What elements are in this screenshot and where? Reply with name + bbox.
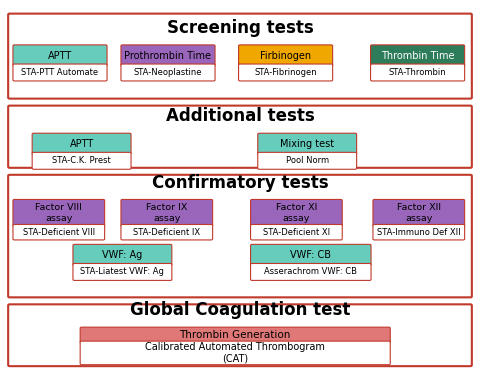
Text: Factor VIII
assay: Factor VIII assay [36,204,82,223]
FancyBboxPatch shape [251,244,371,266]
Text: Prothrombin Time: Prothrombin Time [124,50,212,61]
Text: STA-Neoplastine: STA-Neoplastine [134,68,202,77]
FancyBboxPatch shape [13,224,105,240]
FancyBboxPatch shape [13,199,105,227]
Text: STA-Deficient VIII: STA-Deficient VIII [23,228,95,237]
FancyBboxPatch shape [251,263,371,280]
Text: Pool Norm: Pool Norm [286,156,329,165]
Text: STA-Immuno Def XII: STA-Immuno Def XII [377,228,461,237]
FancyBboxPatch shape [8,175,472,297]
FancyBboxPatch shape [258,133,357,155]
FancyBboxPatch shape [239,45,333,66]
Text: VWF: CB: VWF: CB [290,250,331,260]
Text: Calibrated Automated Thrombogram
(CAT): Calibrated Automated Thrombogram (CAT) [145,342,325,364]
Text: Thrombin Time: Thrombin Time [381,50,455,61]
FancyBboxPatch shape [8,106,472,168]
Text: STA-C.K. Prest: STA-C.K. Prest [52,156,111,165]
Text: STA-PTT Automate: STA-PTT Automate [22,68,98,77]
FancyBboxPatch shape [121,224,213,240]
FancyBboxPatch shape [121,64,215,81]
Text: STA-Liatest VWF: Ag: STA-Liatest VWF: Ag [81,268,164,276]
FancyBboxPatch shape [239,64,333,81]
FancyBboxPatch shape [373,224,465,240]
FancyBboxPatch shape [13,64,107,81]
FancyBboxPatch shape [8,14,472,99]
FancyBboxPatch shape [121,45,215,66]
FancyBboxPatch shape [13,45,107,66]
Text: STA-Thrombin: STA-Thrombin [389,68,446,77]
Text: Factor XII
assay: Factor XII assay [397,204,441,223]
Text: STA-Deficient IX: STA-Deficient IX [133,228,200,237]
Text: APTT: APTT [48,50,72,61]
FancyBboxPatch shape [80,341,390,365]
Text: Asserachrom VWF: CB: Asserachrom VWF: CB [264,268,357,276]
FancyBboxPatch shape [80,327,390,343]
Text: Screening tests: Screening tests [167,19,313,36]
Text: Factor IX
assay: Factor IX assay [146,204,188,223]
Text: Factor XI
assay: Factor XI assay [276,204,317,223]
FancyBboxPatch shape [371,45,465,66]
Text: APTT: APTT [70,139,94,149]
FancyBboxPatch shape [8,304,472,366]
Text: Confirmatory tests: Confirmatory tests [152,174,328,192]
Text: Global Coagulation test: Global Coagulation test [130,301,350,319]
Text: STA-Fibrinogen: STA-Fibrinogen [254,68,317,77]
FancyBboxPatch shape [32,133,131,155]
FancyBboxPatch shape [32,152,131,169]
Text: Firbinogen: Firbinogen [260,50,311,61]
Text: STA-Deficient XI: STA-Deficient XI [263,228,330,237]
Text: VWF: Ag: VWF: Ag [102,250,143,260]
FancyBboxPatch shape [251,224,342,240]
Text: Mixing test: Mixing test [280,139,334,149]
Text: Thrombin Generation: Thrombin Generation [180,330,291,340]
FancyBboxPatch shape [258,152,357,169]
FancyBboxPatch shape [251,199,342,227]
FancyBboxPatch shape [121,199,213,227]
Text: Additional tests: Additional tests [166,107,314,125]
FancyBboxPatch shape [373,199,465,227]
FancyBboxPatch shape [371,64,465,81]
FancyBboxPatch shape [73,263,172,280]
FancyBboxPatch shape [73,244,172,266]
